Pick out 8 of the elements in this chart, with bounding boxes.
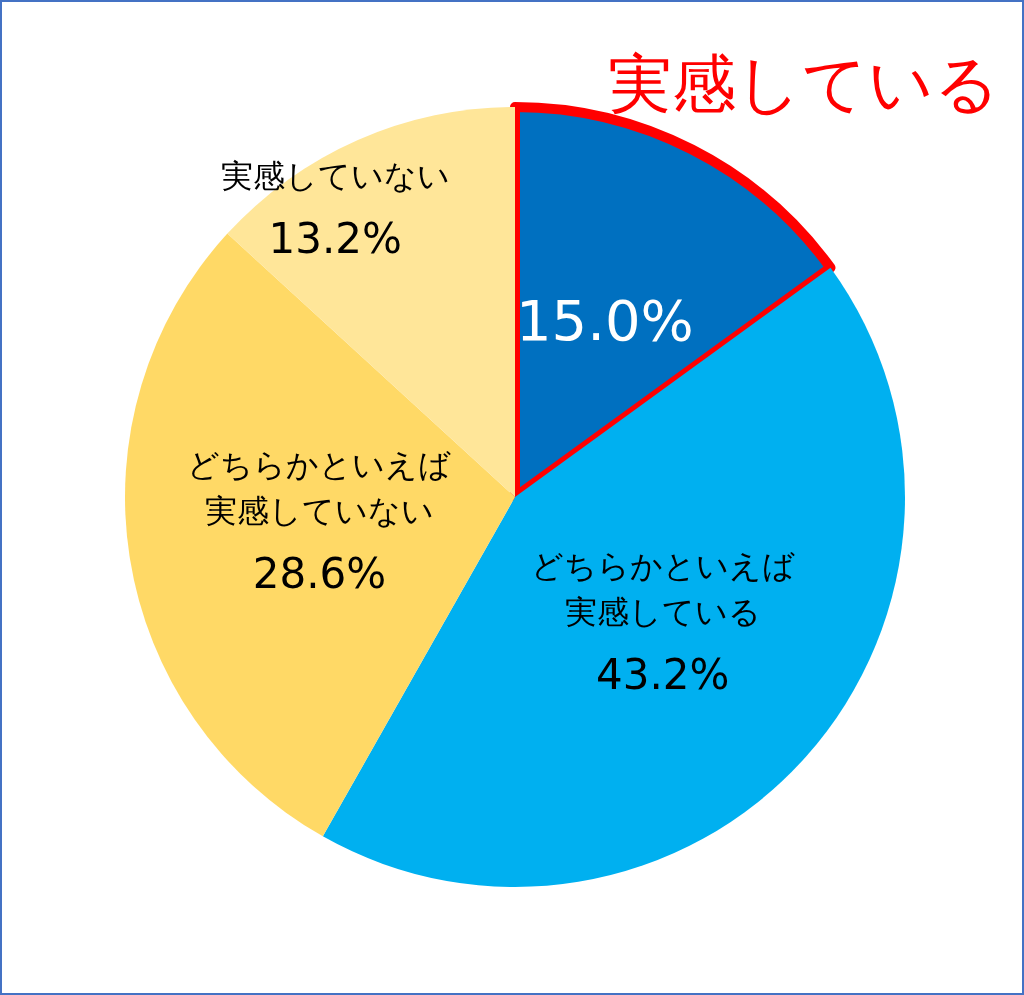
data-label: 28.6% (252, 549, 387, 599)
slice-label: どちらかといえば実感していない (187, 445, 452, 530)
slice-label: 実感していない (220, 156, 450, 195)
data-label: 15.0% (515, 288, 694, 354)
slice-label: どちらかといえば実感している (530, 546, 795, 631)
data-label: 43.2% (595, 650, 730, 700)
slice-label: 実感している (608, 47, 1000, 121)
data-label: 13.2% (268, 214, 402, 264)
